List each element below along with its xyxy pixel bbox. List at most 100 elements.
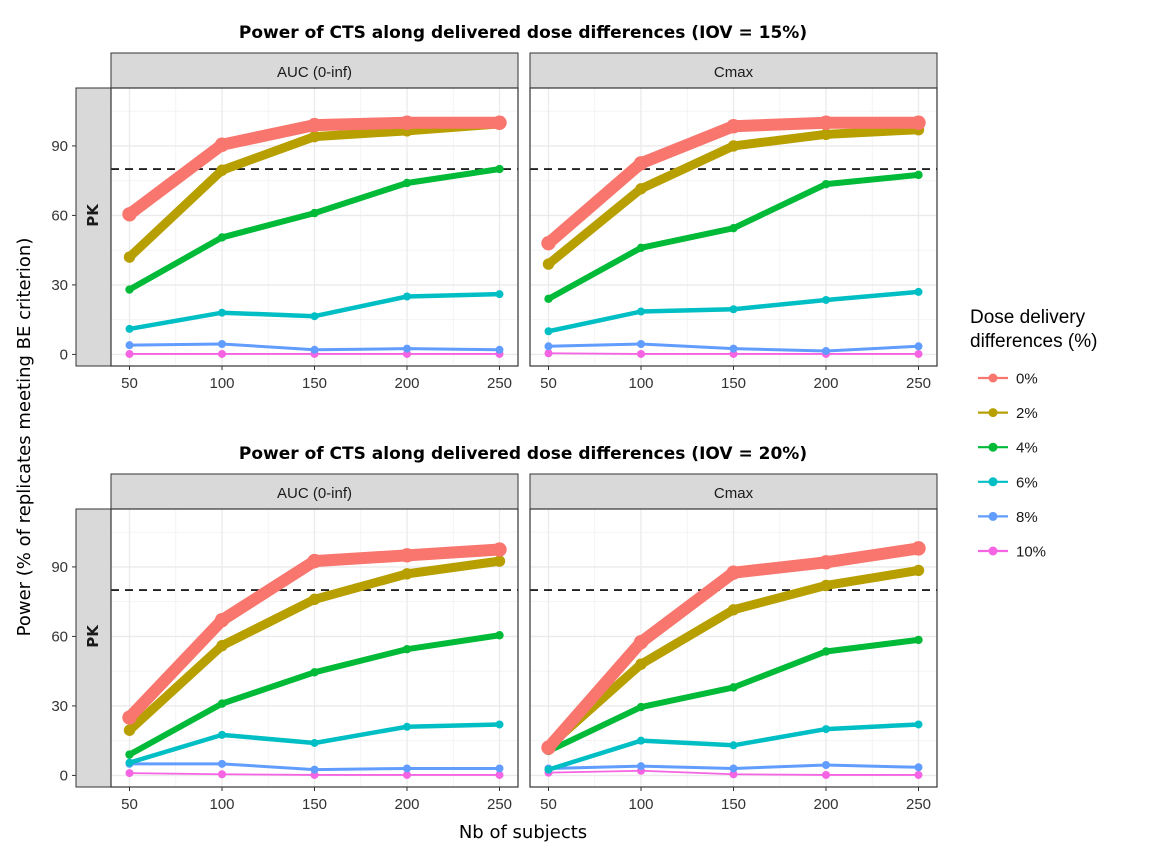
data-point (544, 349, 553, 358)
data-point (218, 308, 226, 317)
x-tick-label: 250 (487, 796, 512, 813)
series-2pct (123, 555, 506, 736)
legend-entry-10pct: 10% (978, 544, 1046, 561)
data-point (726, 565, 741, 580)
x-tick-label: 250 (906, 796, 931, 813)
legend-entry-0pct: 0% (978, 371, 1038, 388)
y-tick-label: 60 (51, 628, 68, 645)
data-point (495, 290, 504, 299)
data-point (492, 542, 507, 557)
data-point (310, 765, 319, 774)
data-point (401, 568, 413, 580)
data-point (310, 208, 319, 218)
data-point (635, 658, 647, 670)
data-point (402, 644, 412, 654)
data-point (122, 710, 137, 725)
data-point (818, 555, 834, 570)
legend-label: 0% (1016, 371, 1038, 388)
row-strip-label: PK (84, 624, 102, 648)
data-point (544, 342, 553, 351)
series-0pct (122, 115, 507, 222)
series-10pct (544, 766, 923, 779)
y-tick-label: 30 (51, 698, 68, 715)
data-point (544, 765, 553, 774)
y-tick-label: 0 (60, 346, 68, 363)
data-point (914, 635, 923, 645)
data-point (399, 548, 415, 563)
x-tick-label: 100 (628, 796, 653, 813)
data-point (403, 770, 411, 779)
data-point (914, 287, 923, 296)
data-point (495, 764, 504, 773)
data-point (911, 541, 926, 556)
facet-strip-label: Cmax (714, 64, 754, 81)
x-tick-label: 250 (487, 375, 512, 392)
facet-strip-label: Cmax (714, 485, 754, 502)
data-point (820, 579, 832, 592)
data-point (636, 243, 646, 253)
data-point (216, 639, 228, 652)
series-0pct (122, 542, 507, 725)
data-point (217, 233, 227, 242)
legend-label: 6% (1016, 474, 1038, 491)
row-strip (75, 87, 112, 367)
x-tick-label: 100 (628, 375, 653, 392)
x-tick-label: 200 (394, 796, 419, 813)
data-point (912, 564, 925, 577)
legend-entry-2pct: 2% (978, 405, 1038, 422)
row-strip-label: PK (84, 203, 102, 227)
panel-1: Power of CTS along delivered dose differ… (51, 23, 938, 392)
data-point (308, 593, 321, 606)
facet-2: Cmax 50 100 150 200 250 (529, 52, 938, 392)
data-point (307, 553, 322, 569)
row-strip (75, 508, 112, 788)
data-point (307, 117, 322, 133)
data-point (402, 178, 412, 188)
legend-key-point (988, 477, 998, 487)
series-10pct (125, 769, 504, 779)
series-10pct (544, 349, 923, 358)
x-tick-label: 100 (209, 796, 234, 813)
data-point (914, 170, 923, 180)
data-point (637, 349, 645, 358)
data-point (637, 339, 645, 348)
data-point (125, 341, 134, 350)
data-point (403, 764, 411, 773)
data-point (495, 345, 504, 354)
data-point (308, 130, 321, 143)
legend-key-point (988, 373, 998, 383)
panel-title: Power of CTS along delivered dose differ… (239, 444, 807, 464)
data-point (822, 770, 830, 779)
data-point (729, 305, 738, 314)
data-point (911, 115, 926, 130)
x-tick-label: 250 (906, 375, 931, 392)
x-tick-label: 200 (813, 796, 838, 813)
y-tick-label: 0 (60, 767, 68, 784)
legend-title-line2: differences (%) (970, 331, 1097, 352)
data-point (821, 647, 831, 656)
data-point (495, 770, 504, 779)
data-point (726, 119, 741, 134)
data-point (914, 720, 923, 729)
legend-label: 8% (1016, 509, 1038, 526)
data-point (125, 769, 134, 778)
y-tick-label: 90 (51, 138, 68, 155)
panel-title: Power of CTS along delivered dose differ… (239, 23, 807, 43)
series-0pct (541, 115, 926, 251)
data-point (544, 294, 553, 304)
data-point (310, 312, 319, 321)
data-point (125, 324, 134, 333)
series-0pct (541, 541, 926, 755)
data-point (493, 555, 506, 567)
data-point (729, 223, 738, 233)
data-point (544, 327, 553, 336)
legend-entry-8pct: 8% (978, 509, 1038, 526)
data-point (633, 156, 649, 171)
data-point (542, 258, 555, 270)
x-tick-label: 50 (121, 375, 138, 392)
x-tick-label: 150 (721, 796, 746, 813)
data-point (635, 183, 647, 195)
x-axis-title: Nb of subjects (459, 822, 587, 843)
data-point (822, 725, 830, 734)
data-point (914, 770, 923, 779)
